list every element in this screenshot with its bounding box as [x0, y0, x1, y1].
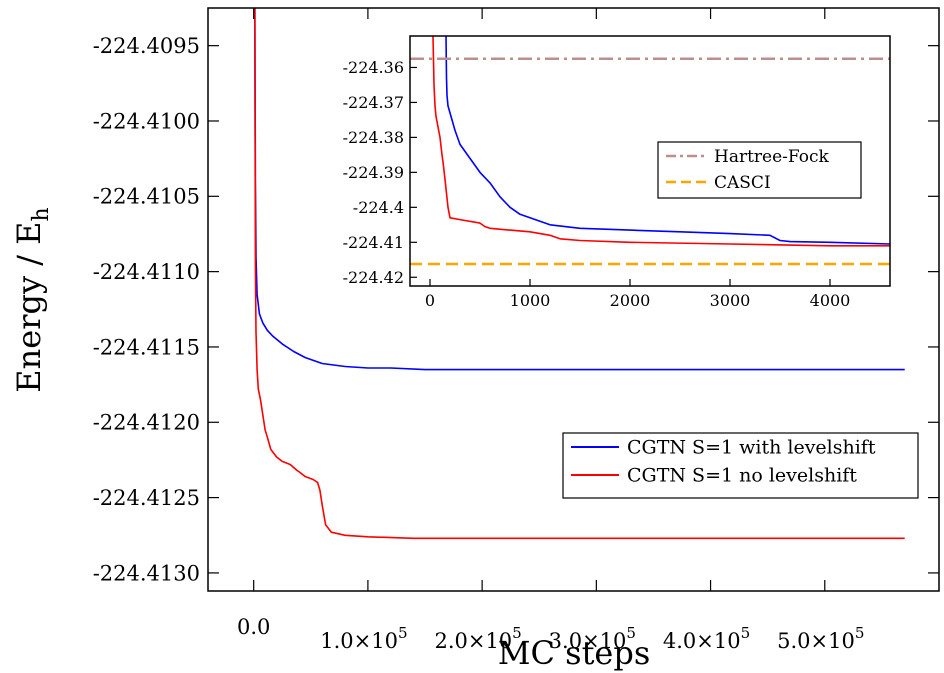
- inset-xtick-label-4: 4000: [810, 291, 851, 310]
- main-xtick-label-3: 3.0×105: [549, 624, 636, 653]
- main-ytick-label-1: -224.4100: [93, 109, 200, 133]
- main-xtick-label-4: 4.0×105: [663, 624, 750, 653]
- inset-legend-label-0: Hartree-Fock: [714, 147, 830, 167]
- main-legend-label-1: CGTN S=1 no levelshift: [627, 465, 857, 487]
- inset-ytick-label-1: -224.37: [343, 93, 404, 112]
- inset-xtick-label-2: 2000: [610, 291, 651, 310]
- main-y-axis-title: Energy / Eh: [10, 207, 54, 392]
- inset-ytick-label-2: -224.38: [343, 128, 404, 147]
- inset-xtick-label-1: 1000: [510, 291, 551, 310]
- inset-ytick-label-6: -224.42: [343, 268, 404, 287]
- main-ytick-label-7: -224.4130: [93, 561, 200, 585]
- inset-ytick-label-4: -224.4: [353, 198, 404, 217]
- main-xtick-label-0: 0.0: [237, 615, 270, 639]
- main-ytick-label-2: -224.4105: [93, 185, 200, 209]
- main-x-axis-title: MC steps: [498, 634, 651, 672]
- main-frame: [207, 7, 940, 592]
- main-ytick-label-5: -224.4120: [93, 411, 200, 435]
- inset-series-line-1: [432, 36, 890, 247]
- main-legend-label-0: CGTN S=1 with levelshift: [627, 437, 876, 459]
- inset-plot: -224.36 -224.37 -224.38 -224.39 -224.4 -224.4…: [343, 35, 891, 310]
- inset-ytick-label-0: -224.36: [343, 58, 404, 77]
- inset-legend-label-1: CASCI: [714, 173, 771, 193]
- main-ytick-label-3: -224.4110: [93, 260, 200, 284]
- inset-xtick-label-0: 0: [425, 291, 435, 310]
- inset-frame: [409, 35, 891, 287]
- main-legend-box: [562, 432, 919, 499]
- inset-xtick-label-3: 3000: [710, 291, 751, 310]
- inset-legend-box: [657, 141, 862, 199]
- inset-series-line-0: [445, 36, 890, 245]
- main-xtick-label-2: 2.0×105: [434, 624, 521, 653]
- main-plot: -224.4095 -224.4100 -224.4105 -224.4110 -224…: [10, 7, 940, 672]
- inset-series-group: [410, 36, 890, 266]
- inset-ytick-label-3: -224.39: [343, 163, 404, 182]
- main-ytick-label-0: -224.4095: [93, 34, 200, 58]
- main-xtick-label-5: 5.0×105: [777, 624, 864, 653]
- main-series-group: [254, 8, 905, 540]
- inset-ytick-label-5: -224.41: [343, 233, 404, 252]
- main-series-line-0: [254, 8, 905, 371]
- main-ytick-label-6: -224.4125: [93, 486, 200, 510]
- main-ytick-label-4: -224.4115: [93, 335, 200, 359]
- main-xtick-label-1: 1.0×105: [320, 624, 407, 653]
- main-series-line-1: [254, 8, 905, 540]
